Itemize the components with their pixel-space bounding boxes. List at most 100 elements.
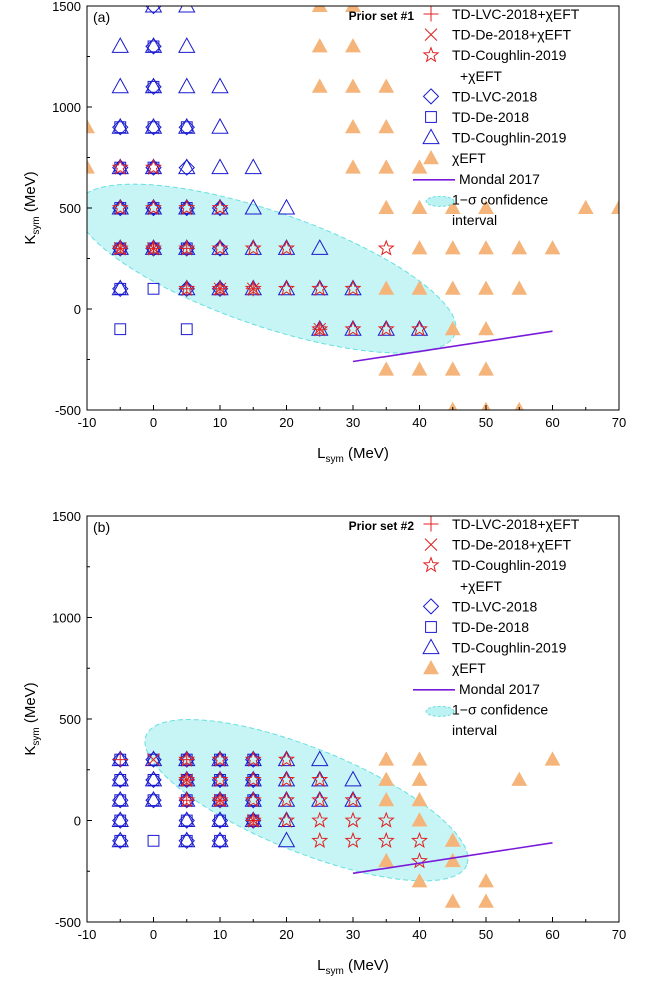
x-tick-label: 60 xyxy=(545,927,559,942)
data-point xyxy=(611,199,619,214)
data-point xyxy=(180,773,194,787)
y-tick-label: 0 xyxy=(74,302,81,317)
data-point xyxy=(178,77,196,94)
data-point xyxy=(244,770,262,787)
data-point xyxy=(247,774,260,786)
series-triangle-open xyxy=(111,6,429,336)
data-point xyxy=(411,751,428,766)
data-point xyxy=(247,753,260,766)
data-point xyxy=(277,831,296,848)
data-point xyxy=(411,320,428,337)
y-tick-label: -500 xyxy=(55,915,81,930)
data-point xyxy=(311,6,328,12)
legend-label: TD-Coughlin-2019 xyxy=(452,130,567,146)
data-point xyxy=(377,319,395,336)
data-point xyxy=(87,159,95,174)
series-triangle-filled xyxy=(87,6,619,410)
data-point xyxy=(112,752,128,768)
data-point xyxy=(147,753,160,766)
data-point xyxy=(478,320,494,336)
data-point xyxy=(478,240,494,255)
data-point xyxy=(411,280,428,295)
data-point xyxy=(345,118,361,134)
data-point xyxy=(244,198,262,215)
data-point xyxy=(344,279,362,296)
legend-label: TD-De-2018+χEFT xyxy=(452,27,571,43)
legend-marker xyxy=(422,88,440,105)
data-point xyxy=(544,751,561,766)
data-point xyxy=(411,812,428,827)
data-point xyxy=(144,77,163,94)
data-point xyxy=(378,791,395,807)
series-x xyxy=(147,753,260,827)
data-point xyxy=(111,790,129,807)
data-point xyxy=(246,282,260,296)
data-point xyxy=(411,873,428,888)
data-point xyxy=(278,811,295,828)
data-point xyxy=(147,834,160,847)
data-point xyxy=(345,78,361,93)
data-point xyxy=(411,771,428,786)
data-point xyxy=(214,814,226,827)
data-point xyxy=(277,790,296,807)
legend-marker xyxy=(423,6,439,22)
data-point xyxy=(344,811,362,828)
legend-label: TD-LVC-2018+χEFT xyxy=(452,516,580,532)
data-point xyxy=(214,774,226,786)
data-point xyxy=(444,240,461,255)
legend-label: χEFT xyxy=(452,150,486,166)
data-point xyxy=(311,38,328,53)
legend-label: 1−σ confidence xyxy=(452,701,548,717)
data-point xyxy=(178,811,196,827)
data-point xyxy=(113,242,127,255)
y-tick-label: -500 xyxy=(55,403,81,418)
legend: TD-LVC-2018+χEFTTD-De-2018+χEFTTD-Coughl… xyxy=(413,516,580,738)
data-point xyxy=(147,242,160,255)
data-point xyxy=(311,239,329,255)
data-point xyxy=(444,280,461,295)
x-axis-label: Lsym (MeV) xyxy=(317,445,389,465)
data-point xyxy=(277,750,296,767)
data-point xyxy=(511,280,528,295)
data-point xyxy=(178,6,196,13)
data-point xyxy=(211,831,229,848)
data-point xyxy=(378,751,395,766)
legend-marker xyxy=(425,621,437,633)
plot-area xyxy=(111,719,561,908)
data-point xyxy=(378,118,395,134)
data-point xyxy=(344,791,362,808)
x-tick-label: 40 xyxy=(412,415,426,430)
plot-area xyxy=(87,6,619,410)
y-axis-label: Ksym (MeV) xyxy=(22,682,42,755)
data-point xyxy=(211,750,229,767)
data-point xyxy=(211,117,229,134)
data-point xyxy=(111,811,129,827)
series-triangle-filled xyxy=(378,751,561,908)
data-point xyxy=(114,323,127,336)
data-point xyxy=(144,750,163,767)
data-point xyxy=(111,279,129,296)
legend-marker xyxy=(423,516,439,532)
data-point xyxy=(211,77,229,94)
x-axis-label: Lsym (MeV) xyxy=(317,957,389,977)
data-point xyxy=(178,158,196,175)
data-point xyxy=(411,831,428,849)
data-point xyxy=(144,117,163,134)
data-point xyxy=(144,37,163,53)
x-tick-label: 10 xyxy=(213,927,227,942)
data-point xyxy=(178,37,196,53)
legend-label: 1−σ confidence xyxy=(452,191,548,207)
legend-label: TD-Coughlin-2019 xyxy=(452,640,567,656)
data-point xyxy=(211,770,229,787)
data-point xyxy=(214,753,226,766)
data-point xyxy=(144,770,163,787)
data-point xyxy=(311,770,329,788)
legend-label: TD-LVC-2018+χEFT xyxy=(452,6,580,22)
data-point xyxy=(277,279,296,296)
data-point xyxy=(444,893,461,908)
data-point xyxy=(378,771,395,786)
data-point xyxy=(147,753,160,766)
data-point xyxy=(111,37,129,53)
x-tick-label: 0 xyxy=(150,415,157,430)
